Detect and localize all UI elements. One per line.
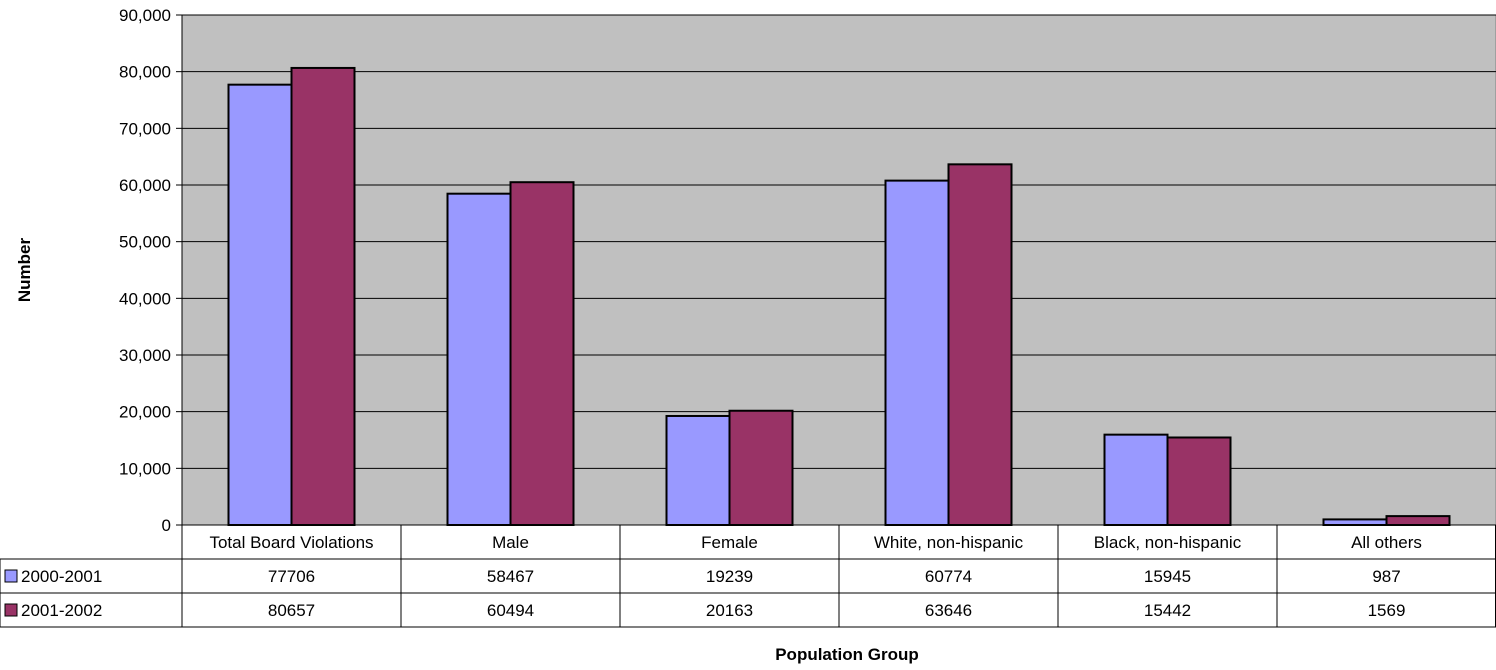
legend-swatch-2000-2001 bbox=[5, 570, 17, 582]
data-label: 15945 bbox=[1144, 567, 1191, 586]
data-label: 63646 bbox=[925, 601, 972, 620]
data-label: 58467 bbox=[487, 567, 534, 586]
legend-swatch-2001-2002 bbox=[5, 604, 17, 616]
bar-2000-2001-5 bbox=[1324, 519, 1387, 525]
data-label: 77706 bbox=[268, 567, 315, 586]
data-label: 80657 bbox=[268, 601, 315, 620]
y-tick-label: 80,000 bbox=[119, 63, 171, 82]
bar-2001-2002-4 bbox=[1168, 437, 1231, 525]
bar-2000-2001-4 bbox=[1105, 435, 1168, 525]
bar-2000-2001-0 bbox=[229, 85, 292, 525]
category-label: Male bbox=[492, 533, 529, 552]
y-tick-label: 40,000 bbox=[119, 289, 171, 308]
bar-2001-2002-2 bbox=[730, 411, 793, 525]
category-label: Black, non-hispanic bbox=[1094, 533, 1242, 552]
data-label: 15442 bbox=[1144, 601, 1191, 620]
bar-2000-2001-3 bbox=[886, 181, 949, 525]
y-axis-title: Number bbox=[15, 238, 34, 303]
y-tick-label: 70,000 bbox=[119, 119, 171, 138]
y-tick-label: 50,000 bbox=[119, 233, 171, 252]
bar-2001-2002-3 bbox=[949, 164, 1012, 525]
legend-label: 2000-2001 bbox=[21, 567, 102, 586]
bar-2000-2001-2 bbox=[667, 416, 730, 525]
data-label: 20163 bbox=[706, 601, 753, 620]
data-label: 987 bbox=[1372, 567, 1400, 586]
data-label: 1569 bbox=[1368, 601, 1406, 620]
data-table: Total Board Violations Male Female White, n… bbox=[0, 525, 1496, 627]
bar-2001-2002-1 bbox=[511, 182, 574, 525]
y-tick-label: 90,000 bbox=[119, 6, 171, 25]
legend-label: 2001-2002 bbox=[21, 601, 102, 620]
bar-2000-2001-1 bbox=[448, 194, 511, 525]
y-axis: 0 10,000 20,000 30,000 40,000 50,000 60,000 70,… bbox=[119, 6, 182, 535]
y-tick-label: 20,000 bbox=[119, 403, 171, 422]
category-label: Total Board Violations bbox=[209, 533, 373, 552]
bar-2001-2002-5 bbox=[1387, 516, 1450, 525]
y-tick-label: 0 bbox=[162, 516, 171, 535]
category-label: All others bbox=[1351, 533, 1422, 552]
data-label: 60774 bbox=[925, 567, 972, 586]
y-tick-label: 30,000 bbox=[119, 346, 171, 365]
y-tick-label: 10,000 bbox=[119, 459, 171, 478]
data-label: 19239 bbox=[706, 567, 753, 586]
y-tick-label: 60,000 bbox=[119, 176, 171, 195]
plot-area bbox=[182, 15, 1496, 525]
category-label: White, non-hispanic bbox=[874, 533, 1024, 552]
bar-2001-2002-0 bbox=[292, 68, 355, 525]
category-label: Female bbox=[701, 533, 758, 552]
data-label: 60494 bbox=[487, 601, 534, 620]
x-axis-title: Population Group bbox=[775, 645, 919, 664]
plot-background bbox=[182, 15, 1496, 525]
